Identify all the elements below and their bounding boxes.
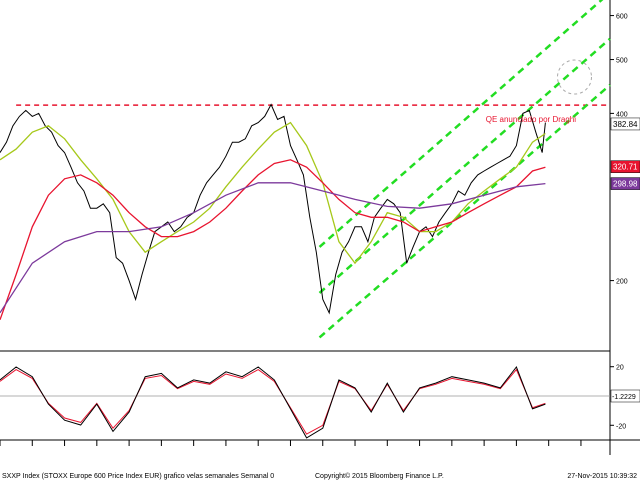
indicator-last-label: -1.2229 bbox=[612, 394, 636, 401]
footer-right: 27-Nov-2015 10:39:32 bbox=[567, 473, 637, 480]
y-tick-label-200: 200 bbox=[616, 279, 628, 286]
series-line-3 bbox=[0, 159, 546, 321]
target-circle bbox=[556, 59, 592, 95]
series-line-4 bbox=[0, 182, 546, 314]
footer-bg bbox=[0, 455, 640, 480]
indicator-tick-label-20: 20 bbox=[616, 365, 624, 372]
indicator-last-box bbox=[610, 389, 640, 403]
indicator-signal-line bbox=[0, 368, 546, 435]
price-tag-320.71: 320.71 bbox=[613, 163, 638, 172]
series-line-2 bbox=[0, 121, 546, 265]
indicator-layer bbox=[0, 365, 610, 439]
price-tag-box-298.98 bbox=[610, 177, 640, 190]
footer: SXXP Index (STOXX Europe 600 Price Index… bbox=[0, 455, 640, 480]
price-tag-382.84: 382.84 bbox=[613, 120, 638, 129]
indicator-tick-label--20: -20 bbox=[616, 423, 626, 430]
indicator-line bbox=[0, 365, 546, 439]
series-line-1 bbox=[0, 103, 546, 315]
channel-line-1 bbox=[318, 0, 604, 248]
channel-line-2 bbox=[318, 37, 611, 294]
footer-left: SXXP Index (STOXX Europe 600 Price Index… bbox=[2, 473, 274, 480]
y-tick-label-400: 400 bbox=[616, 111, 628, 118]
main-layer bbox=[0, 0, 611, 339]
channel-line-3 bbox=[318, 84, 611, 339]
y-tick-label-500: 500 bbox=[616, 58, 628, 65]
y-tick-label-600: 600 bbox=[616, 14, 628, 21]
price-tag-298.98: 298.98 bbox=[613, 180, 638, 189]
price-tag-box-320.71 bbox=[610, 160, 640, 173]
chart-annotation: QE anunciado por Draghi bbox=[486, 115, 576, 124]
footer-center: Copyright© 2015 Bloomberg Finance L.P. bbox=[315, 472, 444, 480]
price-tag-box-382.84 bbox=[610, 117, 640, 131]
